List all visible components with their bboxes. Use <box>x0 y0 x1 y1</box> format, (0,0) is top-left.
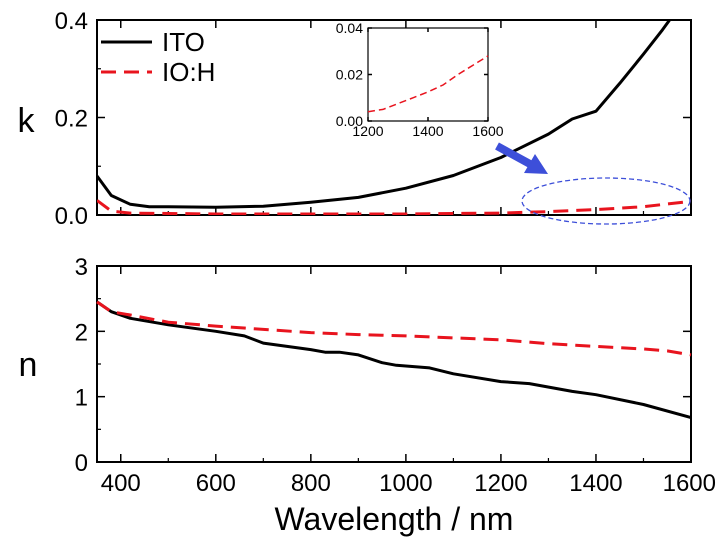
y-tick-label: 0.0 <box>55 203 88 230</box>
inset-plot-frame <box>367 27 489 122</box>
top-y-tick-labels: 0.0 0.2 0.4 <box>55 8 88 230</box>
x-tick-label: 400 <box>101 470 141 497</box>
top-series-group <box>97 20 691 215</box>
y-tick-label: 0.4 <box>55 8 88 35</box>
y-tick-label: 0 <box>75 450 88 477</box>
bottom-panel: 0 1 2 3 400 600 800 1000 1200 1400 1600 n Wavelen… <box>19 254 716 537</box>
series-line-io-h <box>97 199 691 215</box>
bottom-y-axis-label: n <box>19 346 38 384</box>
x-tick-label: 800 <box>291 470 331 497</box>
top-panel: 0.0 0.2 0.4 k <box>18 8 692 230</box>
bottom-series-group <box>96 300 692 420</box>
x-tick-label: 1000 <box>379 470 432 497</box>
inset-y-tick-label: 0.04 <box>336 20 363 36</box>
bottom-tick-marks <box>97 265 692 463</box>
top-tick-marks <box>97 19 692 216</box>
inset-x-tick-label: 1200 <box>352 123 383 139</box>
x-tick-label: 1600 <box>663 470 716 497</box>
x-axis-label: Wavelength / nm <box>275 501 514 537</box>
inset-tick-labels: 0.00 0.02 0.04 1200 1400 1600 <box>336 20 504 139</box>
inset-x-tick-label: 1600 <box>472 123 503 139</box>
x-tick-label: 1400 <box>569 470 622 497</box>
x-tick-label: 600 <box>196 470 236 497</box>
inset-tick-marks <box>367 27 489 122</box>
legend-label-ito: ITO <box>162 27 205 57</box>
series-line-io-h <box>96 300 692 357</box>
inset-x-tick-label: 1400 <box>412 123 443 139</box>
zoom-arrow <box>495 142 548 174</box>
bottom-x-tick-labels: 400 600 800 1000 1200 1400 1600 <box>101 470 716 497</box>
y-tick-label: 3 <box>75 254 88 281</box>
series-line-ito <box>96 300 692 420</box>
highlight-ellipse <box>521 177 691 225</box>
inset-panel: 0.00 0.02 0.04 1200 1400 1600 <box>336 20 504 139</box>
y-tick-label: 1 <box>75 385 88 412</box>
top-y-axis-label: k <box>18 102 36 140</box>
inset-y-tick-label: 0.00 <box>336 113 363 129</box>
top-series-clip <box>97 20 691 215</box>
series-line-io-h <box>367 55 489 113</box>
y-tick-label: 2 <box>75 319 88 346</box>
inset-series-group <box>367 55 489 113</box>
series-line-ito <box>97 20 671 209</box>
legend: ITO IO:H <box>101 27 215 87</box>
y-tick-label: 0.2 <box>55 106 88 133</box>
inset-y-tick-label: 0.02 <box>336 67 363 83</box>
bottom-y-tick-labels: 0 1 2 3 <box>75 254 88 477</box>
x-tick-label: 1200 <box>474 470 527 497</box>
legend-label-ioh: IO:H <box>162 57 215 87</box>
